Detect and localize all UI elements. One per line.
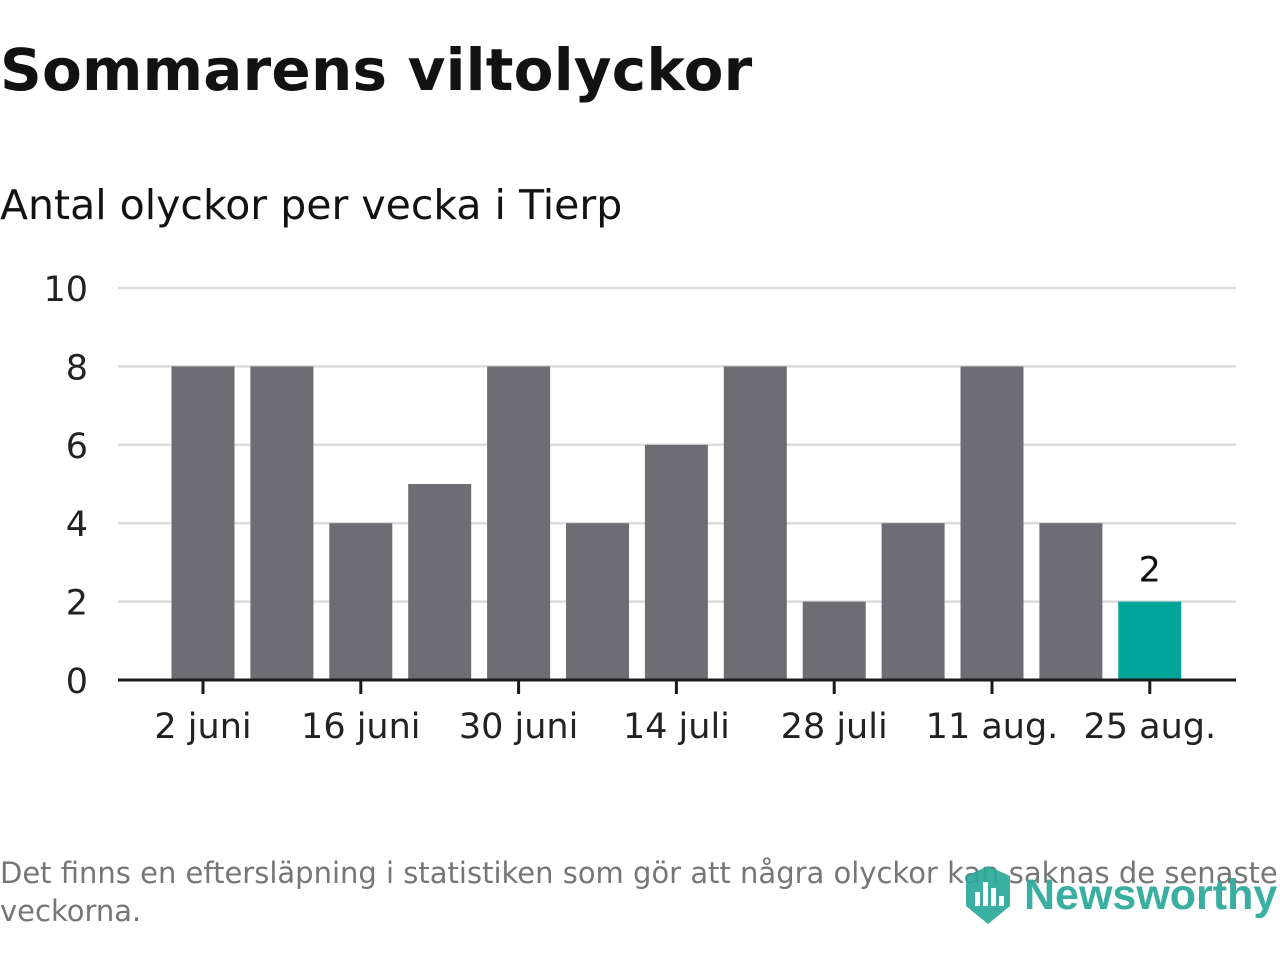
x-tick-label-6: 25 aug.: [1083, 707, 1216, 747]
y-tick-label-8: 8: [66, 348, 88, 388]
x-tick-label-5: 11 aug.: [926, 707, 1059, 747]
bar-9: [881, 523, 945, 680]
x-tick-label-4: 28 juli: [781, 707, 888, 747]
bar-5: [566, 523, 629, 680]
footnote: Det finns en eftersläpning i statistiken…: [0, 856, 1278, 928]
y-tick-label-0: 0: [66, 662, 88, 702]
bar-10: [960, 366, 1024, 680]
bar-4: [487, 366, 551, 680]
chart-title: Sommarens viltolyckor: [0, 36, 753, 104]
bar-11: [1039, 523, 1103, 680]
newsworthy-logo-icon: [966, 866, 1010, 924]
bar-1: [250, 366, 314, 680]
x-tick-label-0: 2 juni: [154, 707, 251, 747]
bar-2: [329, 523, 393, 680]
bar-0: [171, 366, 235, 680]
bar-8: [802, 601, 866, 680]
bar-6: [644, 444, 708, 680]
x-tick-label-2: 30 juni: [459, 707, 578, 747]
newsworthy-logo: Newsworthy: [962, 862, 1277, 928]
newsworthy-logo-text: Newsworthy: [1024, 870, 1278, 919]
bar-12: [1118, 601, 1182, 680]
y-tick-label-4: 4: [66, 505, 88, 545]
bar-chart: 0 2 4 6 8 10 2 2 juni 16 juni 30 juni 14 juli 28 ju…: [43, 270, 1236, 747]
y-tick-label-10: 10: [43, 270, 88, 310]
x-tick-label-1: 16 juni: [301, 707, 420, 747]
data-label-12: 2: [1139, 551, 1161, 591]
bar-7: [723, 366, 787, 680]
chart-subtitle: Antal olyckor per vecka i Tierp: [0, 181, 623, 229]
bar-3: [408, 484, 472, 680]
x-tick-label-3: 14 juli: [623, 707, 730, 747]
y-tick-label-6: 6: [66, 427, 88, 467]
y-tick-label-2: 2: [66, 584, 88, 624]
